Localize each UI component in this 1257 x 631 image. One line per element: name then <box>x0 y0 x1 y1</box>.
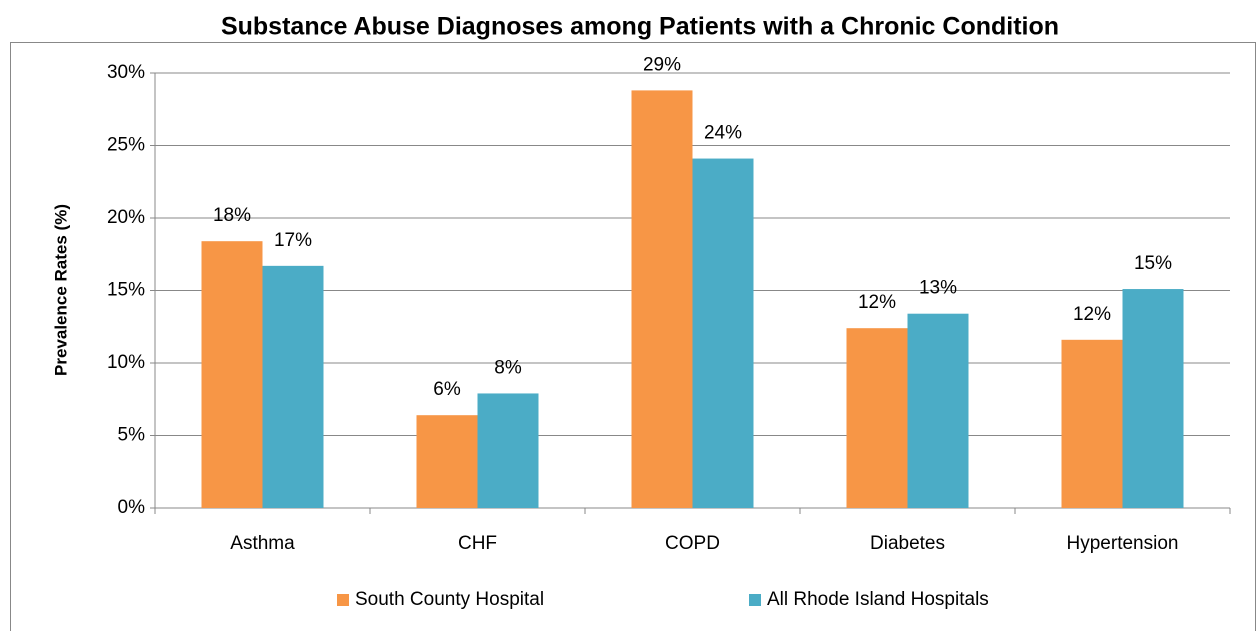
value-label: 8% <box>494 357 522 378</box>
value-label: 17% <box>274 230 312 251</box>
y-tick-label: 5% <box>118 425 146 446</box>
bar <box>477 393 539 508</box>
bar <box>262 265 324 508</box>
value-label: 24% <box>704 123 742 144</box>
y-tick-label: 20% <box>107 207 145 228</box>
value-label: 13% <box>919 278 957 299</box>
bar <box>416 415 478 508</box>
bar <box>631 90 693 509</box>
value-label: 18% <box>213 205 251 226</box>
y-tick-label: 25% <box>107 135 145 156</box>
bar <box>1122 289 1184 508</box>
legend-swatch <box>337 594 349 606</box>
value-label: 15% <box>1134 253 1172 274</box>
value-label: 29% <box>643 54 681 75</box>
y-tick-label: 15% <box>107 280 145 301</box>
legend-label: South County Hospital <box>355 589 544 610</box>
value-label: 6% <box>433 379 461 400</box>
bar <box>692 158 754 509</box>
x-tick-label: Hypertension <box>1067 533 1179 554</box>
x-tick-label: CHF <box>458 533 497 554</box>
bar <box>846 328 908 508</box>
legend-label: All Rhode Island Hospitals <box>767 589 989 610</box>
chart-border <box>10 42 1256 631</box>
y-tick-label: 30% <box>107 62 145 83</box>
x-tick-label: COPD <box>665 533 720 554</box>
y-tick-label: 10% <box>107 352 145 373</box>
bar <box>201 241 263 508</box>
y-axis-label: Prevalence Rates (%) <box>51 204 70 376</box>
y-tick-label: 0% <box>118 497 146 518</box>
bar <box>1061 339 1123 508</box>
value-label: 12% <box>858 292 896 313</box>
x-tick-label: Diabetes <box>870 533 945 554</box>
value-label: 12% <box>1073 304 1111 325</box>
x-tick-label: Asthma <box>230 533 295 554</box>
chart-title: Substance Abuse Diagnoses among Patients… <box>221 13 1059 41</box>
legend-swatch <box>749 594 761 606</box>
bar <box>907 313 969 508</box>
